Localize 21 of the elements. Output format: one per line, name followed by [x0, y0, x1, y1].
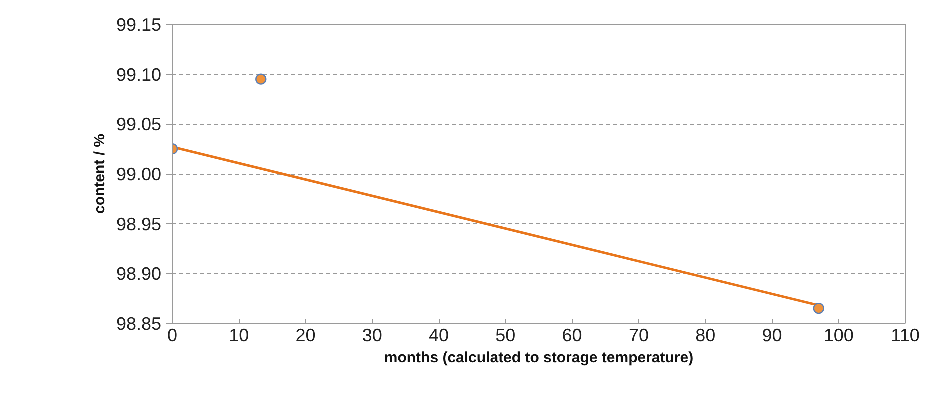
y-tick-label: 99.10	[116, 64, 162, 85]
x-tick-label: 60	[562, 326, 582, 346]
x-tick-label: 110	[891, 326, 920, 346]
x-tick-label: 50	[496, 326, 516, 346]
x-axis-title: months (calculated to storage temperature)	[384, 350, 694, 366]
y-tick-label: 98.85	[116, 314, 162, 334]
x-tick-label: 20	[296, 326, 316, 346]
y-tick-label: 99.05	[116, 114, 162, 135]
y-tick-label: 98.95	[116, 214, 162, 234]
x-tick-label: 90	[762, 326, 782, 346]
y-tick-label: 99.00	[116, 164, 162, 184]
x-tick-label: 100	[824, 326, 854, 346]
x-tick-label: 70	[628, 326, 649, 346]
x-tick-label: 80	[696, 326, 716, 346]
x-tick-label: 0	[167, 326, 178, 346]
x-tick-label: 10	[229, 326, 250, 346]
x-tick-label: 30	[362, 326, 382, 346]
y-axis-title: content / %	[91, 134, 108, 214]
y-tick-label: 98.90	[116, 264, 162, 284]
x-tick-label: 40	[429, 326, 450, 346]
y-tick-label: 99.15	[116, 15, 162, 35]
